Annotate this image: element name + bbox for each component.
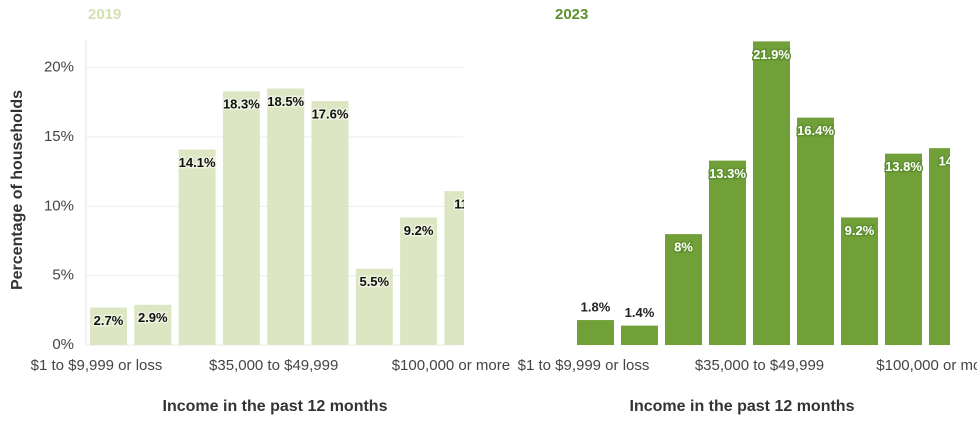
bar [885, 153, 922, 345]
data-label: 21.9% [753, 47, 790, 62]
x-tick-label: $100,000 or more [876, 357, 977, 374]
data-label: 2.7% [94, 313, 124, 328]
bar [267, 88, 305, 345]
bar [311, 101, 349, 345]
data-label: 18.5% [267, 94, 304, 109]
bar [444, 191, 464, 345]
x-tick-label: $35,000 to $49,999 [209, 357, 338, 374]
x-tick-label: $100,000 or more [392, 357, 510, 374]
plot: 2.7% 2.9% 14.1% 18.3% 18.5% 17.6% 5.5% 9.2% 11. [90, 88, 471, 345]
y-axis-title: Percentage of households [9, 90, 26, 290]
bar [753, 41, 790, 346]
data-label: 14.1% [179, 155, 216, 170]
x-tick-label: $1 to $9,999 or loss [518, 357, 650, 374]
chart-title: 2023 [555, 6, 588, 23]
x-tick-label: $35,000 to $49,999 [695, 357, 824, 374]
bar [90, 307, 127, 345]
bar [134, 304, 172, 345]
y-tick-label: 5% [52, 267, 74, 284]
chart-title: 2019 [88, 6, 121, 23]
bar [709, 160, 746, 345]
x-axis-title: Income in the past 12 months [163, 398, 388, 415]
y-tick-label: 20% [44, 59, 74, 76]
data-label: 8% [674, 240, 693, 255]
y-tick-label: 10% [44, 197, 74, 214]
bar [577, 320, 614, 345]
plot: 1.8% 1.4% 8% 13.3% 21.9% 16.4% 9.2% 13.8% 14. [577, 41, 956, 346]
data-label: 9.2% [404, 223, 434, 238]
bar [222, 91, 260, 345]
data-label: 18.3% [223, 97, 260, 112]
bar [841, 217, 878, 345]
data-label: 5.5% [359, 274, 389, 289]
data-label: 14. [938, 154, 956, 169]
data-label: 2.9% [138, 310, 168, 325]
bar [929, 148, 950, 345]
bar [400, 217, 438, 345]
bar [621, 325, 658, 345]
data-label: 13.8% [885, 159, 922, 174]
y-tick-label: 0% [52, 336, 74, 353]
data-label: 17.6% [312, 106, 349, 121]
data-label: 1.4% [625, 305, 655, 320]
data-label: 16.4% [797, 123, 834, 138]
data-label: 1.8% [581, 299, 611, 314]
data-label: 11. [454, 197, 471, 212]
x-axis-title: Income in the past 12 months [630, 398, 855, 415]
data-label: 9.2% [845, 223, 875, 238]
x-tick-label: $1 to $9,999 or loss [31, 357, 163, 374]
data-label: 13.3% [709, 166, 746, 181]
bar [665, 234, 702, 345]
bar [178, 149, 216, 345]
bar [355, 268, 393, 345]
y-tick-label: 15% [44, 128, 74, 145]
bar [797, 117, 834, 346]
